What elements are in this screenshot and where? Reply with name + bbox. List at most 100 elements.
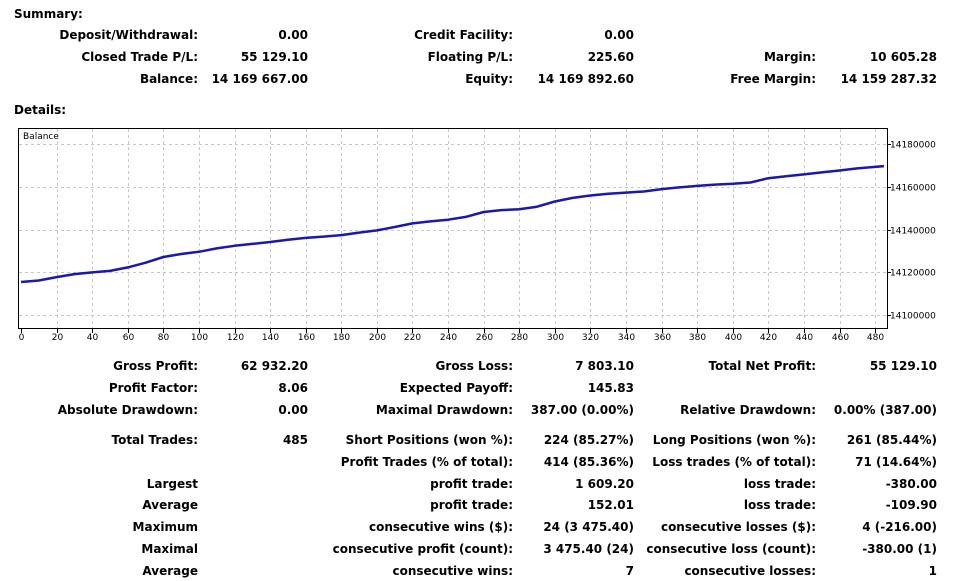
x-tick-label: 440 <box>796 333 813 343</box>
average-loss-trade-value: -109.90 <box>885 498 937 512</box>
gross-loss-value: 7 803.10 <box>575 359 634 373</box>
free-margin-label: Free Margin: <box>730 72 816 86</box>
short-positions-value: 224 (85.27%) <box>543 433 634 447</box>
y-tick-label: 14140000 <box>890 227 936 237</box>
short-positions-label: Short Positions (won %): <box>345 433 513 447</box>
absolute-drawdown-label: Absolute Drawdown: <box>57 403 198 417</box>
largest-label: Largest <box>146 477 198 491</box>
max-consecutive-losses-value: 4 (-216.00) <box>862 520 937 534</box>
largest-loss-trade-label: loss trade: <box>743 477 816 491</box>
x-tick-label: 240 <box>440 333 457 343</box>
profit-trades-label: Profit Trades (% of total): <box>340 455 513 469</box>
x-tick-label: 180 <box>333 333 350 343</box>
x-tick-label: 320 <box>582 333 599 343</box>
balance-series-line <box>20 164 885 284</box>
credit-value: 0.00 <box>604 28 634 42</box>
free-margin-value: 14 159 287.32 <box>840 72 937 86</box>
x-tick-label: 100 <box>191 333 208 343</box>
x-tick-label: 140 <box>262 333 279 343</box>
average-profit-trade-value: 152.01 <box>587 498 634 512</box>
gross-profit-label: Gross Profit: <box>113 359 198 373</box>
x-tick-label: 80 <box>158 333 170 343</box>
relative-drawdown-value: 0.00% (387.00) <box>833 403 937 417</box>
deposit-value: 0.00 <box>278 28 308 42</box>
chart-y-axis: 14100000 14120000 14140000 14160000 14180000 <box>887 141 936 322</box>
relative-drawdown-label: Relative Drawdown: <box>680 403 816 417</box>
maximal-drawdown-label: Maximal Drawdown: <box>375 403 513 417</box>
profit-factor-label: Profit Factor: <box>108 381 198 395</box>
average-loss-trade-label: loss trade: <box>743 498 816 512</box>
x-tick-label: 40 <box>87 333 99 343</box>
x-tick-label: 280 <box>511 333 528 343</box>
floating-value: 225.60 <box>587 50 634 64</box>
x-tick-label: 400 <box>725 333 742 343</box>
maximal-consecutive-profit-value: 3 475.40 (24) <box>543 542 634 556</box>
chart-title: Balance <box>23 132 59 142</box>
maximal-consecutive-loss-label: consecutive loss (count): <box>646 542 816 556</box>
x-tick-label: 220 <box>404 333 421 343</box>
expected-payoff-label: Expected Payoff: <box>399 381 513 395</box>
maximum-label: Maximum <box>132 520 198 534</box>
balance-label: Balance: <box>139 72 198 86</box>
deposit-label: Deposit/Withdrawal: <box>59 28 198 42</box>
average-consecutive-label: Average <box>142 564 198 578</box>
x-tick-label: 200 <box>369 333 386 343</box>
y-tick-label: 14180000 <box>890 141 936 151</box>
margin-label: Margin: <box>763 50 816 64</box>
expected-payoff-value: 145.83 <box>587 381 634 395</box>
balance-chart: Balance 0 20 40 60 80 100 120 140 160 180 200 220 24… <box>18 128 936 343</box>
profit-trades-value: 414 (85.36%) <box>543 455 634 469</box>
max-consecutive-losses-label: consecutive losses ($): <box>660 520 816 534</box>
maximal-consecutive-profit-label: consecutive profit (count): <box>332 542 513 556</box>
x-tick-label: 340 <box>618 333 635 343</box>
x-tick-label: 0 <box>19 333 25 343</box>
loss-trades-value: 71 (14.64%) <box>855 455 937 469</box>
gross-loss-label: Gross Loss: <box>435 359 513 373</box>
long-positions-label: Long Positions (won %): <box>652 433 816 447</box>
average-label: Average <box>142 498 198 512</box>
details-heading: Details: <box>14 103 67 117</box>
x-tick-label: 120 <box>227 333 244 343</box>
floating-label: Floating P/L: <box>427 50 513 64</box>
equity-value: 14 169 892.60 <box>537 72 634 86</box>
x-tick-label: 480 <box>867 333 884 343</box>
closed-pl-value: 55 129.10 <box>240 50 308 64</box>
absolute-drawdown-value: 0.00 <box>278 403 308 417</box>
avg-consecutive-losses-value: 1 <box>928 564 937 578</box>
x-tick-label: 380 <box>689 333 706 343</box>
long-positions-value: 261 (85.44%) <box>846 433 937 447</box>
largest-loss-trade-value: -380.00 <box>885 477 937 491</box>
x-tick-label: 460 <box>832 333 849 343</box>
total-trades-value: 485 <box>282 433 308 447</box>
largest-profit-trade-label: profit trade: <box>430 477 513 491</box>
avg-consecutive-wins-label: consecutive wins: <box>392 564 513 578</box>
x-tick-label: 160 <box>298 333 315 343</box>
closed-pl-label: Closed Trade P/L: <box>81 50 198 64</box>
x-tick-label: 20 <box>52 333 64 343</box>
x-tick-label: 360 <box>654 333 671 343</box>
total-trades-label: Total Trades: <box>111 433 198 447</box>
margin-value: 10 605.28 <box>869 50 937 64</box>
y-tick-label: 14160000 <box>890 184 936 194</box>
chart-x-axis: 0 20 40 60 80 100 120 140 160 180 200 220 240 260 280 3… <box>19 328 884 343</box>
credit-label: Credit Facility: <box>414 28 513 42</box>
net-profit-label: Total Net Profit: <box>708 359 816 373</box>
maximal-drawdown-value: 387.00 (0.00%) <box>530 403 634 417</box>
x-tick-label: 60 <box>123 333 135 343</box>
chart-grid <box>19 129 887 328</box>
avg-consecutive-wins-value: 7 <box>625 564 634 578</box>
profit-factor-value: 8.06 <box>278 381 308 395</box>
x-tick-label: 300 <box>547 333 564 343</box>
y-tick-label: 14100000 <box>890 312 936 322</box>
max-consecutive-wins-value: 24 (3 475.40) <box>543 520 634 534</box>
gross-profit-value: 62 932.20 <box>240 359 308 373</box>
chart-plot-border <box>18 128 888 329</box>
y-tick-label: 14120000 <box>890 269 936 279</box>
equity-label: Equity: <box>465 72 513 86</box>
average-profit-trade-label: profit trade: <box>430 498 513 512</box>
largest-profit-trade-value: 1 609.20 <box>575 477 634 491</box>
maximal-consecutive-loss-value: -380.00 (1) <box>862 542 937 556</box>
loss-trades-label: Loss trades (% of total): <box>652 455 816 469</box>
summary-heading: Summary: <box>14 7 83 21</box>
x-tick-label: 260 <box>476 333 493 343</box>
